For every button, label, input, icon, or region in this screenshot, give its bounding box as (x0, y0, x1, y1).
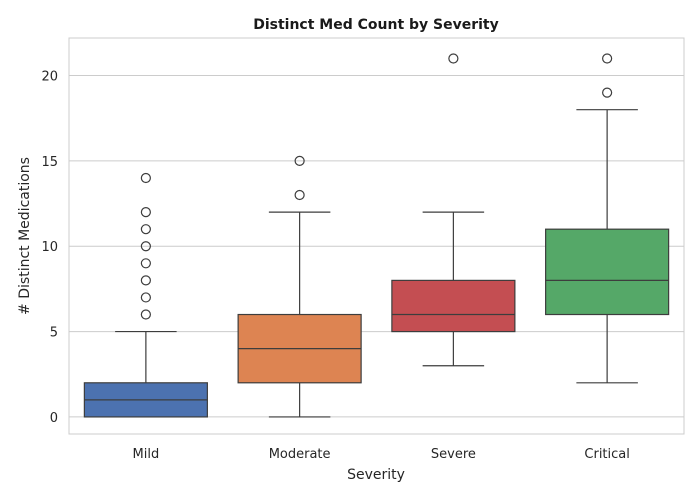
outlier-point (140, 309, 151, 320)
y-axis-label: # Distinct Medications (17, 157, 33, 315)
outlier-point (602, 87, 613, 98)
x-tick-label: Severe (431, 447, 476, 462)
outlier-point (140, 207, 151, 218)
y-tick-label: 20 (41, 70, 58, 85)
y-tick-label: 0 (50, 411, 58, 426)
outlier-point (140, 172, 151, 184)
outlier-point (140, 224, 151, 235)
box-body (545, 228, 670, 316)
box-moderate (237, 155, 362, 418)
x-axis-label: Severity (347, 467, 405, 483)
outlier-point (140, 275, 151, 286)
outlier-point (448, 53, 459, 64)
x-tick-label: Moderate (269, 447, 331, 462)
box-critical (545, 53, 670, 384)
chart-title: Distinct Med Count by Severity (253, 17, 499, 33)
outlier-point (140, 292, 151, 303)
outlier-point (294, 155, 305, 166)
outlier-point (294, 189, 305, 201)
y-tick-label: 15 (41, 155, 58, 170)
box-severe (391, 53, 516, 367)
box-mild (83, 172, 208, 418)
y-tick-label: 5 (50, 326, 58, 341)
plot-area (68, 37, 685, 435)
x-tick-label: Mild (133, 447, 160, 462)
x-tick-label: Critical (584, 447, 629, 462)
outlier-point (140, 241, 151, 252)
box-body (391, 279, 516, 333)
outlier-point (140, 258, 151, 269)
y-tick-label: 10 (41, 240, 58, 255)
outlier-point (602, 53, 613, 64)
